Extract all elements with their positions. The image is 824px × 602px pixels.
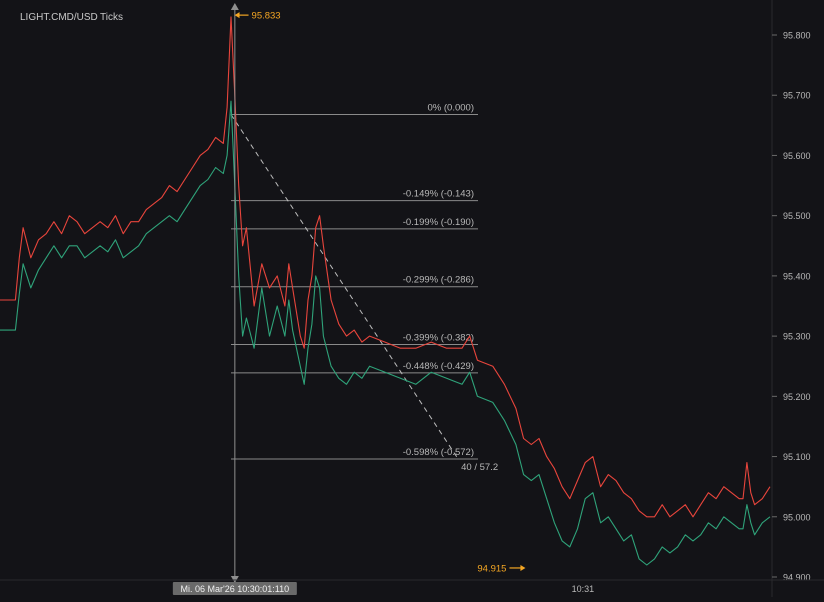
chart-interval: Ticks — [100, 12, 123, 23]
fib-level-label: -0.399% (-0.382) — [403, 333, 474, 344]
fib-level-label: 0% (0.000) — [428, 102, 474, 113]
chart-symbol: LIGHT.CMD/USD — [20, 12, 98, 23]
y-tick-label: 95.700 — [783, 91, 811, 101]
series-line-ask — [0, 16, 771, 518]
y-tick-label: 95.800 — [783, 31, 811, 41]
marker-label: 95.833 — [252, 11, 281, 22]
marker-arrow-icon — [520, 564, 526, 571]
crosshair-time-box — [172, 582, 297, 595]
fib-level-label: -0.149% (-0.143) — [403, 189, 474, 200]
marker-arrow-icon — [234, 12, 240, 19]
y-tick-label: 95.100 — [783, 452, 811, 462]
y-tick-label: 95.400 — [783, 271, 811, 281]
y-tick-label: 95.000 — [783, 512, 811, 522]
fib-readout: 40 / 57.2 — [461, 462, 498, 473]
series-line-bid — [0, 100, 771, 566]
y-tick-label: 95.500 — [783, 211, 811, 221]
x-tick-label: 10:31 — [572, 584, 595, 594]
fib-level-label: -0.199% (-0.190) — [403, 217, 474, 228]
crosshair-arrow-up-icon — [230, 3, 239, 10]
y-tick-label: 95.300 — [783, 332, 811, 342]
fib-trend-line[interactable] — [230, 114, 459, 460]
fib-level-label: -0.448% (-0.429) — [403, 361, 474, 372]
y-tick-label: 95.200 — [783, 392, 811, 402]
crosshair-time-label: Mi. 06 Mar'26 10:30:01:110 — [181, 584, 290, 594]
fib-level-label: -0.598% (-0.572) — [403, 447, 474, 458]
y-tick-label: 95.600 — [783, 151, 811, 161]
marker-label: 94.915 — [477, 563, 506, 574]
y-tick-label: 94.900 — [783, 573, 811, 583]
fib-level-label: -0.299% (-0.286) — [403, 275, 474, 286]
